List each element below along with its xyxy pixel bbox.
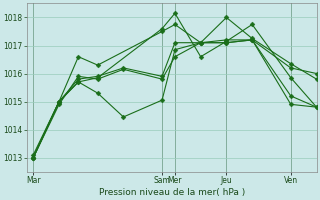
X-axis label: Pression niveau de la mer( hPa ): Pression niveau de la mer( hPa ) xyxy=(99,188,245,197)
